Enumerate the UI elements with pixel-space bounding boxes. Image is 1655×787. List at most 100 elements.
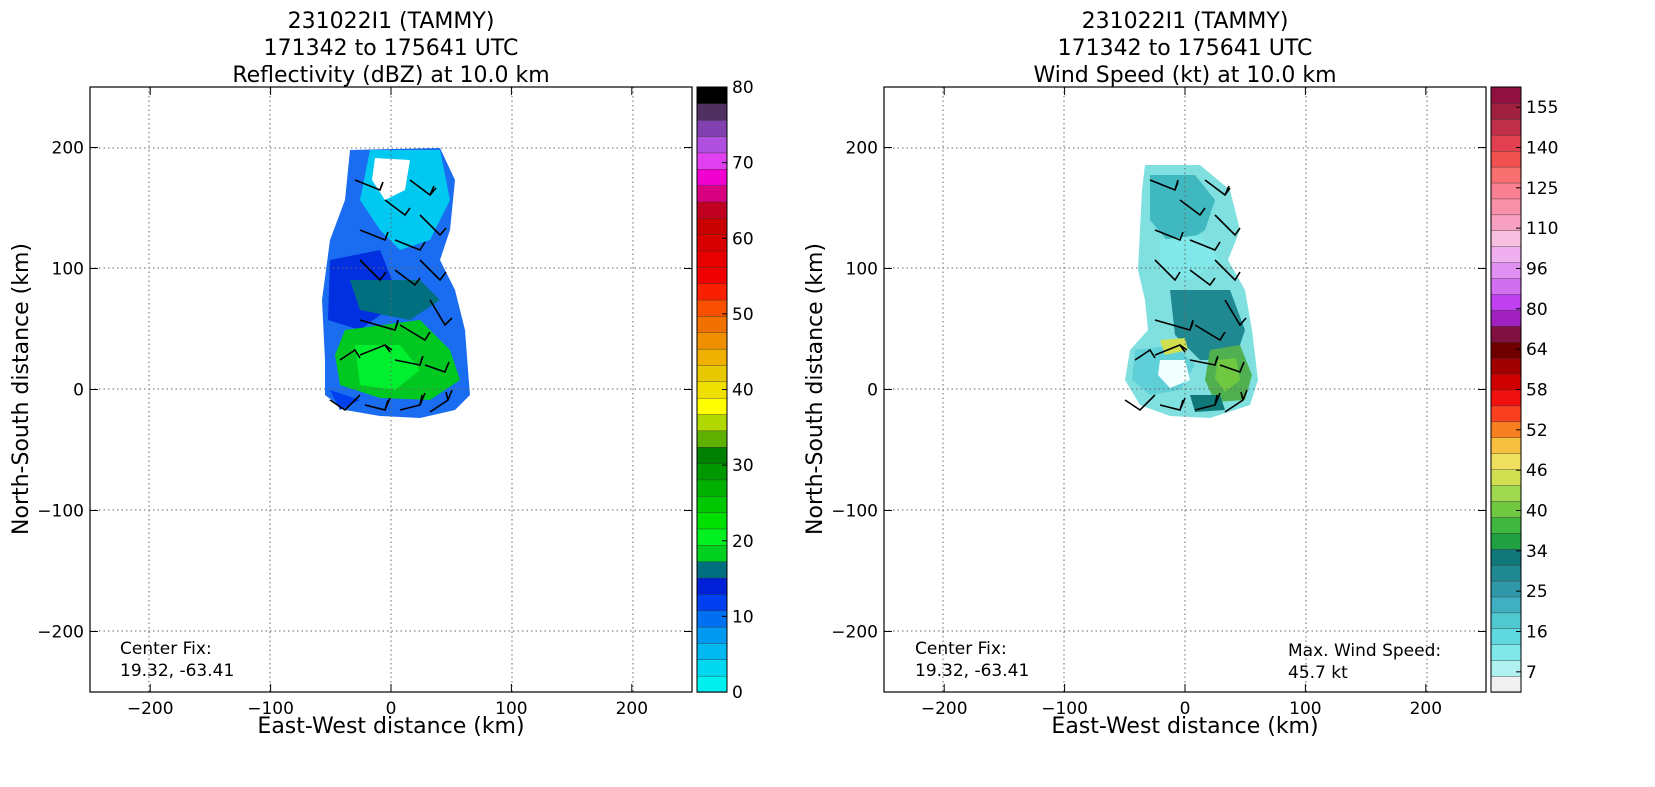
reflectivity-colorbar-segment xyxy=(696,266,728,284)
wind-xtick-label: −200 xyxy=(921,699,968,719)
reflectivity-colorbar-segment xyxy=(696,217,728,235)
wind-colorbar-label: 125 xyxy=(1526,179,1558,199)
reflectivity-colorbar-label: 0 xyxy=(732,683,743,703)
reflectivity-colorbar-segment xyxy=(696,446,728,464)
reflectivity-colorbar-segment xyxy=(696,430,728,448)
wind-colorbar-segment xyxy=(1490,182,1522,200)
reflectivity-ytick-label: −100 xyxy=(37,502,84,522)
reflectivity-colorbar: 0 10 20 30 40 50 60 70 80 xyxy=(696,78,754,703)
reflectivity-colorbar-segment xyxy=(696,184,728,203)
wind-center-fix-coords: 19.32, -63.41 xyxy=(915,661,1029,681)
wind-max-speed-value: 45.7 kt xyxy=(1288,663,1348,683)
wind-colorbar-segment xyxy=(1490,389,1522,407)
wind-colorbar-label: 40 xyxy=(1526,502,1548,522)
wind-ytick-label: −100 xyxy=(831,502,878,522)
reflectivity-colorbar-segment xyxy=(696,560,728,579)
wind-colorbar-label: 46 xyxy=(1526,461,1548,481)
reflectivity-wind-barbs xyxy=(329,179,453,413)
wind-colorbar-segment xyxy=(1490,230,1522,247)
reflectivity-colorbar-segment xyxy=(696,119,728,137)
reflectivity-colorbar-segment xyxy=(696,479,728,497)
wind-colorbar-segment xyxy=(1490,246,1522,263)
reflectivity-ylabel: North-South distance (km) xyxy=(9,243,34,535)
wind-colorbar-segment xyxy=(1490,644,1522,661)
wind-colorbar-label: 58 xyxy=(1526,381,1548,401)
wind-ytick-label: 200 xyxy=(846,139,878,159)
wind-xtick-label: 0 xyxy=(1180,699,1191,719)
reflectivity-colorbar-segment xyxy=(696,495,728,513)
wind-colorbar-label: 25 xyxy=(1526,582,1548,602)
wind-colorbar-segment xyxy=(1490,452,1522,470)
wind-title-line-3: Wind Speed (kt) at 10.0 km xyxy=(1033,63,1336,88)
reflectivity-center-fix-coords: 19.32, -63.41 xyxy=(120,661,234,681)
wind-colorbar-segment xyxy=(1490,564,1522,582)
reflectivity-ytick-label: −200 xyxy=(37,623,84,643)
reflectivity-colorbar-label: 30 xyxy=(732,456,754,476)
reflectivity-xtick-label: −100 xyxy=(247,699,294,719)
wind-colorbar-segment xyxy=(1490,580,1522,598)
reflectivity-colorbar-segment xyxy=(696,528,728,546)
reflectivity-colorbar-segment xyxy=(696,135,728,154)
reflectivity-colorbar-segment xyxy=(696,315,728,333)
reflectivity-title-line-1: 231022I1 (TAMMY) xyxy=(288,9,495,34)
reflectivity-colorbar-label: 10 xyxy=(732,607,754,627)
wind-colorbar-label: 140 xyxy=(1526,139,1558,159)
reflectivity-title-line-3: Reflectivity (dBZ) at 10.0 km xyxy=(232,63,549,88)
reflectivity-colorbar-segment xyxy=(696,577,728,595)
wind-field xyxy=(1125,165,1258,418)
wind-colorbar-segment xyxy=(1490,628,1522,645)
wind-colorbar-segment xyxy=(1490,612,1522,630)
reflectivity-colorbar-label: 40 xyxy=(732,381,754,401)
reflectivity-title-line-2: 171342 to 175641 UTC xyxy=(264,36,519,61)
reflectivity-panel: 231022I1 (TAMMY) 171342 to 175641 UTC Re… xyxy=(9,9,754,739)
wind-ylabel: North-South distance (km) xyxy=(803,243,828,535)
wind-colorbar-label: 96 xyxy=(1526,260,1548,280)
reflectivity-plot-area: Center Fix: 19.32, -63.41 xyxy=(90,87,692,692)
wind-colorbar-segment xyxy=(1490,659,1522,677)
reflectivity-colorbar-label: 50 xyxy=(732,305,754,325)
reflectivity-colorbar-segment xyxy=(696,659,728,677)
reflectivity-xtick-label: 0 xyxy=(386,699,397,719)
wind-title-line-2: 171342 to 175641 UTC xyxy=(1058,36,1313,61)
reflectivity-colorbar-segment xyxy=(696,103,728,121)
reflectivity-field xyxy=(322,148,470,418)
reflectivity-colorbar-segment xyxy=(696,201,728,219)
wind-colorbar-label: 52 xyxy=(1526,421,1548,441)
wind-colorbar-segment xyxy=(1490,261,1522,279)
reflectivity-colorbar-segment xyxy=(696,233,728,252)
wind-colorbar-segment xyxy=(1490,166,1522,184)
reflectivity-colorbar-segment xyxy=(696,397,728,415)
reflectivity-colorbar-segment xyxy=(696,675,728,693)
reflectivity-colorbar-segment xyxy=(696,610,728,628)
wind-max-speed: Max. Wind Speed: 45.7 kt xyxy=(1288,641,1441,683)
wind-colorbar-label: 110 xyxy=(1526,219,1558,239)
wind-colorbar-label: 155 xyxy=(1526,98,1558,118)
wind-colorbar-segment xyxy=(1490,198,1522,216)
reflectivity-colorbar-segment xyxy=(696,511,728,530)
reflectivity-ytick-label: 100 xyxy=(52,260,84,280)
reflectivity-colorbar-segment xyxy=(696,168,728,186)
wind-colorbar-segment xyxy=(1490,325,1522,343)
wind-colorbar-segment xyxy=(1490,150,1522,168)
wind-colorbar-segment xyxy=(1490,532,1522,550)
wind-colorbar-label: 34 xyxy=(1526,542,1548,562)
reflectivity-colorbar-segment xyxy=(696,413,728,432)
reflectivity-xtick-label: −200 xyxy=(127,699,174,719)
reflectivity-xlabel: East-West distance (km) xyxy=(257,714,524,739)
reflectivity-colorbar-label: 80 xyxy=(732,78,754,98)
wind-xtick-label: 100 xyxy=(1289,699,1321,719)
wind-grid xyxy=(884,87,1486,692)
wind-colorbar-segment xyxy=(1490,293,1522,311)
wind-panel: 231022I1 (TAMMY) 171342 to 175641 UTC Wi… xyxy=(803,9,1558,739)
wind-colorbar-segment xyxy=(1490,405,1522,423)
reflectivity-colorbar-segment xyxy=(696,642,728,660)
wind-colorbar-segment xyxy=(1490,675,1522,693)
wind-colorbar-label: 7 xyxy=(1526,663,1537,683)
reflectivity-colorbar-label: 70 xyxy=(732,154,754,174)
wind-ytick-label: −200 xyxy=(831,623,878,643)
wind-colorbar-segment xyxy=(1490,309,1522,327)
reflectivity-axis-ticks: −200 −100 0 100 200 −200 −100 0 100 200 xyxy=(37,87,692,719)
reflectivity-colorbar-segment xyxy=(696,332,728,350)
wind-colorbar-segment xyxy=(1490,484,1522,502)
